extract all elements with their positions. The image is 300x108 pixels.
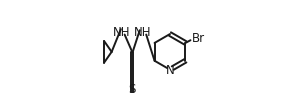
Text: NH: NH <box>134 26 152 39</box>
Text: Br: Br <box>192 32 205 45</box>
Text: N: N <box>166 64 174 77</box>
Text: NH: NH <box>112 26 130 39</box>
Text: S: S <box>128 83 136 96</box>
